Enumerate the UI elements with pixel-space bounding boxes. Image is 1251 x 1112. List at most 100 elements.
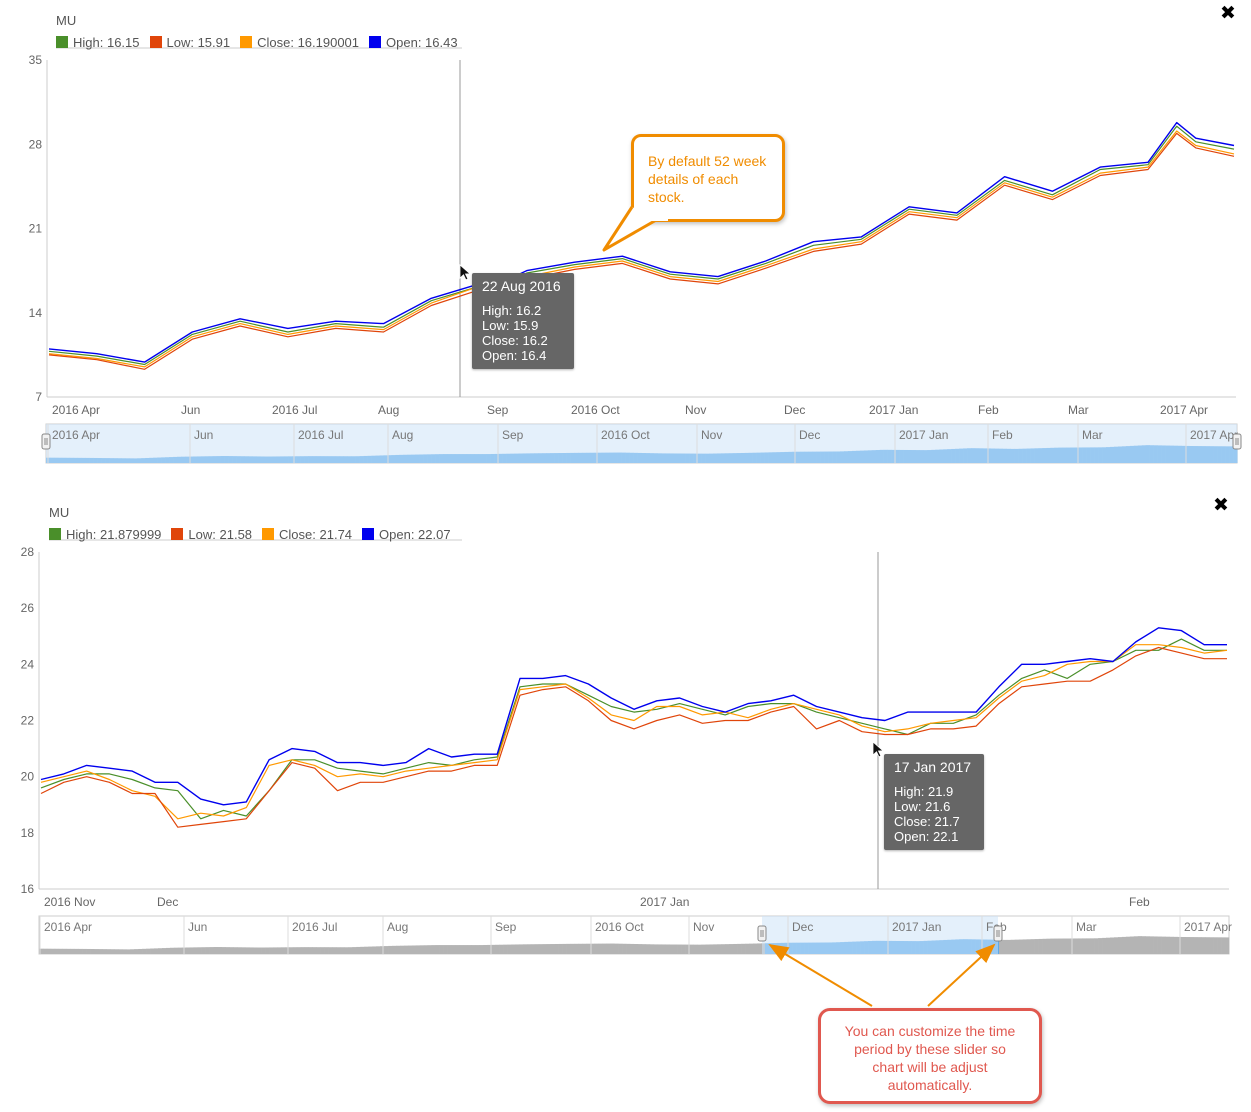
navigator-bar: [102, 949, 107, 954]
navigator-bar: [340, 947, 345, 954]
navigator-bar: [1169, 936, 1174, 954]
navigator-bar: [534, 944, 540, 954]
navigator-bar: [407, 945, 413, 954]
navigator-bar: [58, 948, 64, 954]
navigator-bar: [1133, 936, 1139, 954]
navigator-bar: [709, 944, 714, 954]
navigator-bar: [300, 947, 306, 954]
tooltip-close: Close: 16.2: [482, 333, 548, 348]
y-tick-label: 7: [35, 390, 42, 404]
x-tick-label: Sep: [487, 403, 509, 417]
navigator-bar: [741, 943, 746, 954]
navigator-bar: [197, 947, 202, 954]
navigator-bar: [360, 946, 365, 954]
navigator-bar: [677, 944, 682, 954]
handle-grip: [993, 925, 1003, 942]
navigator-bar: [733, 943, 738, 954]
navigator-tick-label: 2016 Jul: [292, 920, 337, 934]
y-tick-label: 26: [21, 601, 35, 615]
navigator-bar: [1113, 937, 1119, 954]
legend-item-open[interactable]: Open: 22.07: [362, 527, 451, 542]
mouse-cursor-icon: [872, 741, 885, 758]
navigator-bar: [1185, 937, 1190, 954]
navigator-bar: [439, 945, 444, 954]
x-tick-label: 2016 Jul: [272, 403, 317, 417]
navigator-bar: [273, 947, 278, 954]
navigator-bar: [479, 945, 484, 954]
navigator-handle-right[interactable]: [1232, 433, 1242, 450]
navigator-bar: [630, 943, 635, 954]
navigator-bar: [138, 948, 143, 954]
series-line-high: [48, 125, 1235, 366]
legend-label-open: Open: 16.43: [386, 35, 458, 50]
tooltip-close: Close: 21.7: [894, 814, 960, 829]
navigator-bar: [344, 947, 349, 954]
navigator-bar: [550, 944, 555, 954]
navigator-bar: [154, 948, 159, 954]
navigator-bar: [403, 945, 409, 954]
close-icon[interactable]: ✖: [1213, 495, 1229, 516]
navigator-bar: [209, 947, 214, 954]
navigator-bar: [372, 946, 377, 954]
legend-item-close[interactable]: Close: 16.190001: [240, 35, 359, 50]
tooltip-open: Open: 16.4: [482, 348, 547, 363]
navigator-bar: [388, 945, 393, 954]
navigator-bar: [86, 948, 91, 954]
navigator-bar: [1054, 938, 1059, 954]
navigator-bar: [491, 944, 496, 954]
navigator-bar: [745, 943, 750, 954]
navigator-tick-label: 2016 Oct: [595, 920, 644, 934]
handle-grip: [41, 433, 51, 450]
legend-bottom: High: 21.879999 Low: 21.58 Close: 21.74 Ope…: [49, 527, 461, 542]
navigator-bar: [110, 949, 115, 954]
navigator-bar: [134, 949, 139, 954]
navigator-bar: [729, 944, 734, 954]
legend-label-low: Low: 21.58: [188, 527, 253, 542]
tooltip-date: 17 Jan 2017: [894, 759, 972, 775]
legend-item-open[interactable]: Open: 16.43: [369, 35, 458, 50]
price-chart-bottom[interactable]: 28 26 24 22 20 18 16 2016 Nov Dec 2017 Jan Feb 2016…: [0, 492, 1251, 962]
legend-item-close[interactable]: Close: 21.74: [262, 527, 352, 542]
legend-swatch-open: [369, 36, 382, 48]
navigator-bar: [46, 948, 52, 954]
navigator-bar: [1137, 936, 1143, 954]
x-tick-label: Jun: [181, 403, 200, 417]
y-tick-label: 21: [29, 222, 43, 236]
legend-item-high[interactable]: High: 16.15: [56, 35, 140, 50]
navigator-bar: [566, 943, 571, 954]
navigator-tick-label: 2017 Jan: [892, 920, 941, 934]
tooltip-low: Low: 21.6: [894, 799, 951, 814]
series-line-high: [40, 638, 1227, 820]
navigator-bar: [1125, 936, 1131, 954]
navigator-bar: [725, 944, 730, 954]
y-tick-label: 28: [21, 545, 35, 559]
navigator-bar: [177, 947, 183, 954]
legend-item-low[interactable]: Low: 15.91: [149, 35, 230, 50]
price-chart-top[interactable]: 35 28 21 14 7 2016 Apr Jun 2016 Jul Aug Sep 2016 O…: [0, 0, 1251, 470]
legend-item-high[interactable]: High: 21.879999: [49, 527, 161, 542]
tooltip-high: High: 21.9: [894, 784, 954, 799]
chart-panel-top: 35 28 21 14 7 2016 Apr Jun 2016 Jul Aug Sep 2016 O…: [0, 0, 1251, 470]
navigator-bar: [637, 944, 643, 954]
navigator-bar: [463, 945, 468, 954]
navigator-bar: [570, 943, 575, 954]
navigator-bar: [66, 948, 72, 954]
navigator-bar: [1086, 938, 1091, 954]
navigator-bar: [1018, 939, 1024, 954]
navigator-bar: [316, 947, 321, 954]
navigator-bar: [106, 949, 111, 954]
close-icon[interactable]: ✖: [1220, 3, 1236, 24]
navigator-bar: [1030, 939, 1035, 954]
navigator-bar: [713, 944, 718, 954]
navigator-handle-left[interactable]: [757, 925, 767, 942]
navigator-tick-label: 2017 Jan: [899, 428, 948, 442]
x-tick-label: Dec: [157, 895, 178, 909]
y-tick-label: 14: [29, 306, 43, 320]
navigator-bar: [392, 945, 397, 954]
navigator-handle-left[interactable]: [41, 433, 51, 450]
navigator-bar: [161, 948, 167, 954]
tooltip-low: Low: 15.9: [482, 318, 539, 333]
legend-item-low[interactable]: Low: 21.58: [171, 527, 252, 542]
navigator-handle-right[interactable]: [993, 925, 1003, 942]
x-tick-label: Feb: [978, 403, 999, 417]
